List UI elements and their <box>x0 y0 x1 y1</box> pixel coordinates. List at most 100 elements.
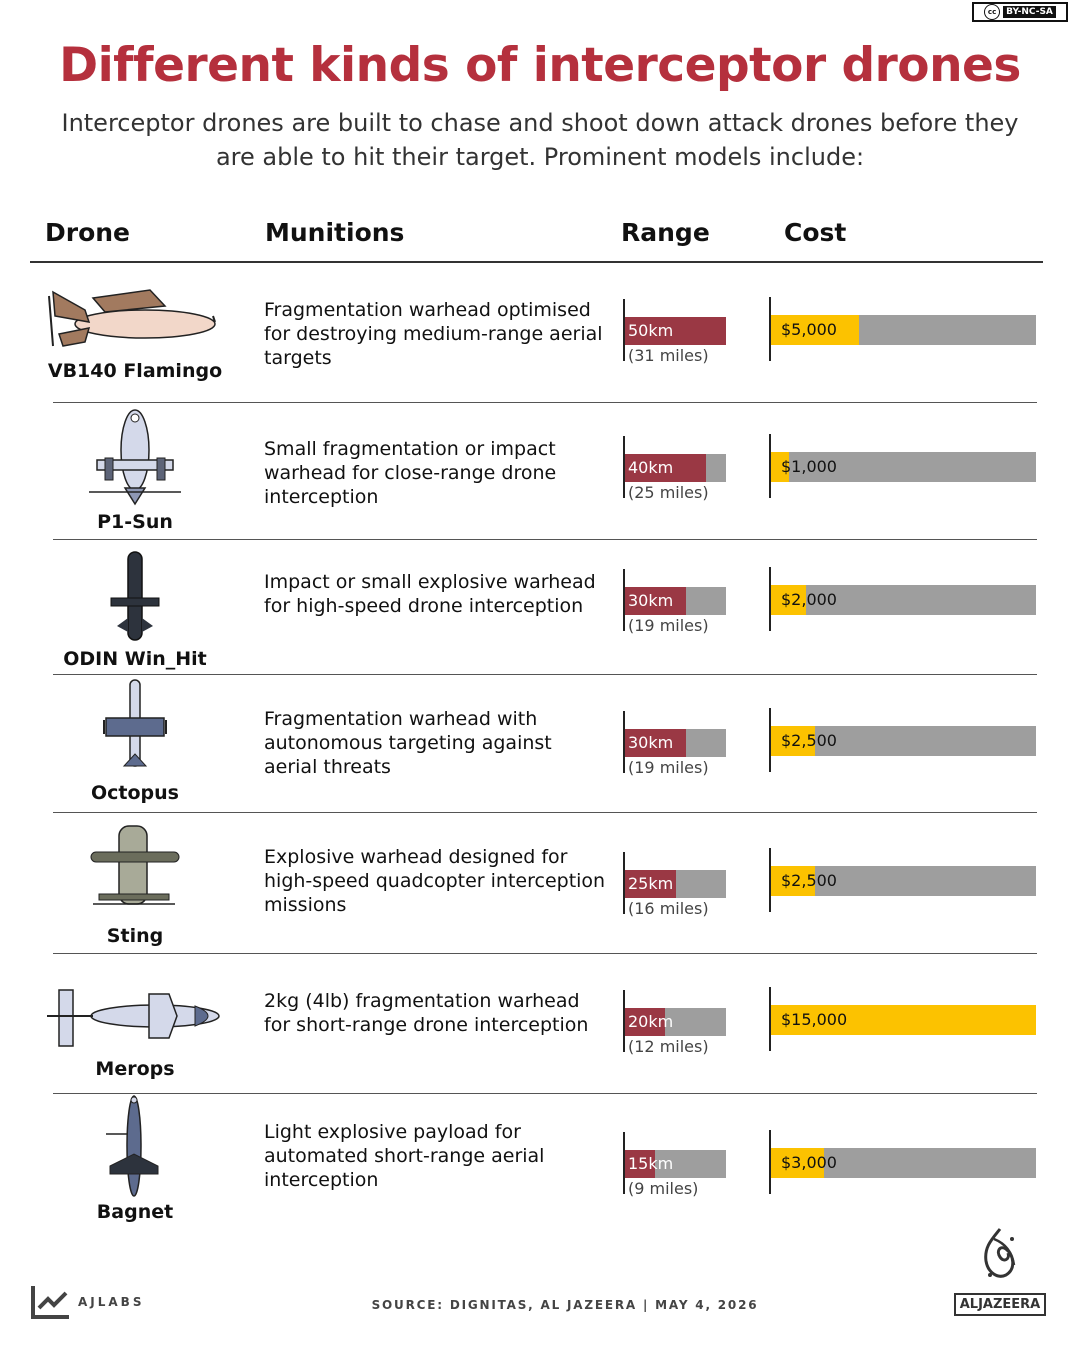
munitions-description: Light explosive payload for automated sh… <box>264 1121 545 1191</box>
cost-value-label: $2,000 <box>781 590 837 609</box>
range-bar-track: 30km <box>625 729 726 757</box>
cost-bar-track: $3,000 <box>771 1148 1036 1178</box>
range-axis-line <box>623 852 625 914</box>
cost-axis-line <box>769 567 771 631</box>
row-separator <box>53 402 1037 403</box>
cost-bar <box>771 726 816 756</box>
cost-bar <box>771 315 860 345</box>
merops-drone-image <box>45 988 221 1054</box>
license-text: BY-NC-SA <box>1003 6 1056 18</box>
aljazeera-calligraphy-icon <box>984 1228 1016 1278</box>
range-axis-line <box>623 436 625 498</box>
range-bar-track: 15km <box>625 1150 726 1178</box>
column-header-cost: Cost <box>784 218 847 247</box>
range-bar <box>625 587 686 615</box>
range-miles-label: (16 miles) <box>628 899 709 918</box>
range-value-label: 20km <box>628 1012 674 1031</box>
range-axis-line <box>623 711 625 773</box>
range-value-label: 30km <box>628 591 674 610</box>
cost-value-label: $3,000 <box>781 1153 837 1172</box>
chart-title: Different kinds of interceptor drones <box>59 38 1021 93</box>
range-axis-line <box>623 990 625 1052</box>
creative-commons-icon: cc <box>984 4 1001 20</box>
drone-name: Octopus <box>91 782 179 804</box>
range-bar-track: 20km <box>625 1008 726 1036</box>
row-separator <box>53 812 1037 813</box>
cost-axis-line <box>769 434 771 498</box>
license-badge: cc BY-NC-SA <box>972 2 1068 22</box>
cost-value-label: $15,000 <box>781 1010 848 1029</box>
cost-bar-track: $2,500 <box>771 866 1036 896</box>
range-bar <box>625 454 706 482</box>
range-value-label: 15km <box>628 1154 674 1173</box>
range-value-label: 50km <box>628 321 674 340</box>
range-bar-track: 50km <box>625 317 726 345</box>
source-line: SOURCE: DIGNITAS, AL JAZEERA | MAY 4, 20… <box>371 1298 759 1312</box>
range-miles-label: (25 miles) <box>628 483 709 502</box>
range-bar <box>625 729 686 757</box>
munitions-description: Fragmentation warhead with autonomous ta… <box>264 708 552 778</box>
range-bar-track: 30km <box>625 587 726 615</box>
range-miles-label: (31 miles) <box>628 346 709 365</box>
munitions-description: Fragmentation warhead optimised for dest… <box>264 299 603 369</box>
cost-bar <box>771 1148 824 1178</box>
cost-bar-track: $2,000 <box>771 585 1036 615</box>
row-separator <box>53 953 1037 954</box>
cost-axis-line <box>769 297 771 361</box>
ajlabs-logo: AJLABS <box>30 1284 144 1320</box>
range-axis-line <box>623 569 625 631</box>
header-rule <box>30 261 1043 263</box>
range-bar <box>625 317 726 345</box>
column-header-munitions: Munitions <box>265 218 405 247</box>
chart-subtitle: Interceptor drones are built to chase an… <box>61 109 1019 171</box>
cost-bar-track: $5,000 <box>771 315 1036 345</box>
octopus-drone-image <box>100 678 170 776</box>
drone-name: ODIN Win_Hit <box>63 648 207 670</box>
range-value-label: 30km <box>628 733 674 752</box>
drone-name: Merops <box>95 1058 175 1080</box>
range-bar <box>625 870 676 898</box>
munitions-description: Explosive warhead designed for high-spee… <box>264 846 606 916</box>
cost-bar <box>771 452 789 482</box>
cost-value-label: $5,000 <box>781 320 837 339</box>
odin-win-hit-drone-image <box>105 548 165 648</box>
column-header-range: Range <box>621 218 710 247</box>
cost-axis-line <box>769 848 771 912</box>
ajlabs-text: AJLABS <box>78 1295 145 1309</box>
drone-name: P1-Sun <box>97 511 173 533</box>
vb140-flamingo-drone-image <box>45 286 221 354</box>
range-bar <box>625 1008 666 1036</box>
aljazeera-wordmark: ALJAZEERA <box>954 1293 1046 1316</box>
row-separator <box>53 539 1037 540</box>
row-separator <box>53 1093 1037 1094</box>
ajlabs-chart-icon <box>31 1286 69 1319</box>
sting-drone-image <box>89 822 181 916</box>
cost-bar-track: $1,000 <box>771 452 1036 482</box>
cost-axis-line <box>769 1130 771 1194</box>
range-axis-line <box>623 1132 625 1194</box>
cost-bar <box>771 866 816 896</box>
bagnet-drone-image <box>102 1094 166 1204</box>
cost-bar-track: $15,000 <box>771 1005 1036 1035</box>
range-miles-label: (9 miles) <box>628 1179 699 1198</box>
aljazeera-logo: ALJAZEERA <box>954 1225 1046 1316</box>
range-value-label: 40km <box>628 458 674 477</box>
range-miles-label: (12 miles) <box>628 1037 709 1056</box>
cost-axis-line <box>769 708 771 772</box>
row-separator <box>53 674 1037 675</box>
munitions-description: Impact or small explosive warhead for hi… <box>264 571 596 617</box>
range-bar <box>625 1150 656 1178</box>
range-axis-line <box>623 299 625 361</box>
cost-axis-line <box>769 987 771 1051</box>
munitions-description: Small fragmentation or impact warhead fo… <box>264 438 557 508</box>
p1-sun-drone-image <box>85 408 185 512</box>
drone-name: Sting <box>106 925 164 947</box>
munitions-description: 2kg (4lb) fragmentation warhead for shor… <box>264 990 589 1036</box>
drone-name: VB140 Flamingo <box>47 360 223 382</box>
cost-value-label: $2,500 <box>781 871 837 890</box>
range-value-label: 25km <box>628 874 674 893</box>
cost-value-label: $1,000 <box>781 457 837 476</box>
cost-value-label: $2,500 <box>781 731 837 750</box>
drone-name: Bagnet <box>96 1201 174 1223</box>
cost-bar <box>771 585 807 615</box>
